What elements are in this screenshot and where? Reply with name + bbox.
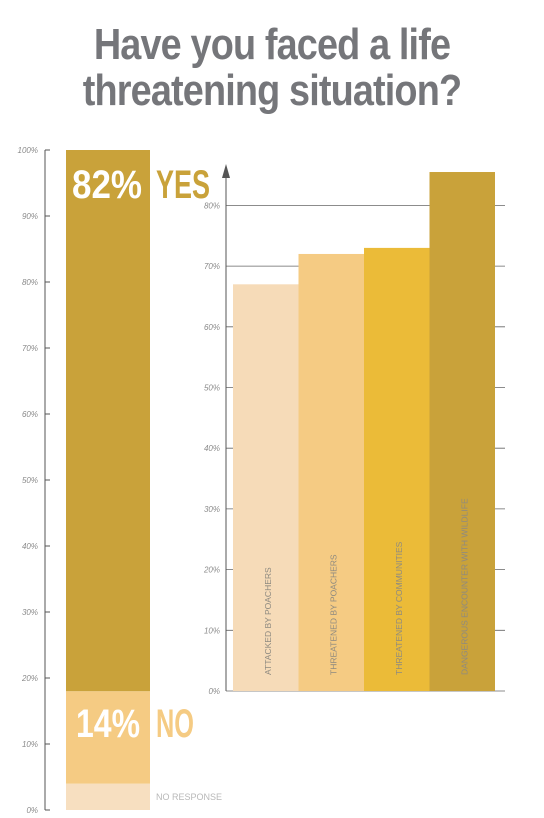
left-y-tick-label: 50% <box>22 476 38 485</box>
left-y-tick-label: 60% <box>22 410 38 419</box>
no-percent-label: 14% <box>76 702 140 746</box>
bar-category-label: THREATENED BY POACHERS <box>329 554 339 675</box>
chart-title: Have you faced a life threatening situat… <box>38 22 506 114</box>
no-response-label: NO RESPONSE <box>156 792 222 802</box>
left-y-tick-label: 20% <box>21 674 38 683</box>
bar-3 <box>364 247 430 691</box>
bar-2 <box>298 253 364 691</box>
bar-category-label: THREATENED BY COMMUNITIES <box>394 541 404 675</box>
left-y-tick-label: 100% <box>18 146 38 155</box>
chart-title-line-1: Have you faced a life <box>93 20 451 69</box>
no-label: NO <box>156 702 194 746</box>
bar-4 <box>429 172 495 691</box>
left-y-tick-label: 80% <box>22 278 38 287</box>
right-y-axis-arrow <box>222 164 230 178</box>
left-y-tick-label: 90% <box>22 212 38 221</box>
right-y-tick-label: 0% <box>208 687 220 696</box>
left-y-tick-label: 0% <box>26 806 38 815</box>
left-y-tick-label: 70% <box>22 344 38 353</box>
bar-1 <box>233 284 299 691</box>
left-y-tick-label: 40% <box>22 542 38 551</box>
right-y-tick-label: 70% <box>204 262 220 271</box>
right-y-tick-label: 30% <box>204 505 220 514</box>
left-y-tick-label: 30% <box>22 608 38 617</box>
yes-percent-label: 82% <box>72 163 142 207</box>
left-y-tick-label: 10% <box>22 740 38 749</box>
bar-category-label: ATTACKED BY POACHERS <box>263 567 273 675</box>
right-y-tick-label: 10% <box>204 626 220 635</box>
stacked-segment-no <box>66 691 150 784</box>
right-y-tick-label: 20% <box>203 566 220 575</box>
right-y-tick-label: 50% <box>204 384 220 393</box>
right-y-tick-label: 40% <box>204 444 220 453</box>
right-y-tick-label: 80% <box>204 201 220 210</box>
stacked-segment-no-response <box>66 783 150 810</box>
bar-category-label: DANGEROUS ENCOUNTER WITH WILDLIFE <box>460 498 470 675</box>
right-y-tick-label: 60% <box>204 323 220 332</box>
chart-title-line-2: threatening situation? <box>82 66 462 115</box>
stacked-segment-yes <box>66 150 150 692</box>
yes-label: YES <box>156 163 210 207</box>
